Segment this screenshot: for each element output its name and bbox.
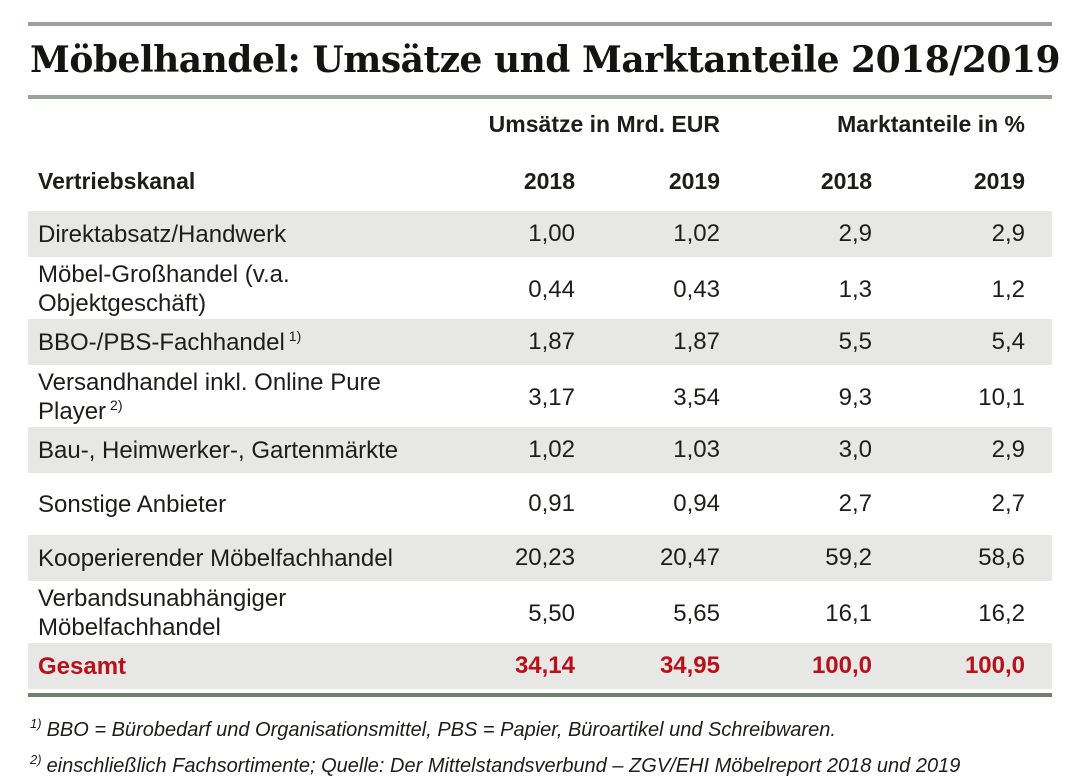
cell-umsatz-2018: 5,50 xyxy=(528,599,575,627)
group-header-umsaetze: Umsätze in Mrd. EUR xyxy=(488,111,720,137)
cell-anteil-2018: 9,3 xyxy=(838,383,872,411)
footnote-1: 1) BBO = Bürobedarf und Organisationsmitt… xyxy=(30,709,1052,745)
table-row-total: Gesamt 34,14 34,95 100,0 100,0 xyxy=(28,639,1052,693)
cell-umsatz-2018: 1,02 xyxy=(528,436,575,463)
table-row: Sonstige Anbieter 0,91 0,94 2,7 2,7 xyxy=(28,477,1052,531)
page-title: Möbelhandel: Umsätze und Marktanteile 20… xyxy=(30,39,1061,81)
row-label: Sonstige Anbieter xyxy=(38,490,227,518)
cell-umsatz-2019: 3,54 xyxy=(673,383,720,411)
cell-anteil-2018: 1,3 xyxy=(838,275,872,303)
cell-anteil-2019: 2,9 xyxy=(991,220,1025,247)
title-bottom-rule xyxy=(28,95,1052,99)
column-header-anteil-2019: 2019 xyxy=(973,167,1025,194)
cell-umsatz-2019: 20,47 xyxy=(659,544,720,571)
cell-umsatz-2018: 0,91 xyxy=(528,490,575,517)
row-label: Möbel-Großhandel (v.a. Objektgeschäft) xyxy=(38,261,290,317)
cell-umsatz-2018: 1,00 xyxy=(528,220,575,247)
footnote-2-text: einschließlich Fachsortimente; Quelle: D… xyxy=(46,755,961,777)
cell-umsatz-2019: 5,65 xyxy=(673,599,720,627)
cell-umsatz-2018: 3,17 xyxy=(528,383,575,411)
cell-anteil-2018: 5,5 xyxy=(838,328,872,355)
footnotes: 1) BBO = Bürobedarf und Organisationsmitt… xyxy=(28,709,1052,781)
row-label: Direktabsatz/Handwerk xyxy=(38,220,287,248)
cell-umsatz-2019: 34,95 xyxy=(659,652,720,679)
table-row: Direktabsatz/Handwerk 1,00 1,02 2,9 2,9 xyxy=(28,207,1052,261)
footnote-2: 2) einschließlich Fachsortimente; Quelle:… xyxy=(30,745,1052,781)
column-header-vertriebskanal: Vertriebskanal xyxy=(38,167,196,194)
cell-anteil-2018: 16,1 xyxy=(825,599,872,627)
footnote-1-text: BBO = Bürobedarf und Organisationsmittel… xyxy=(46,719,836,741)
bottom-rule xyxy=(28,693,1052,697)
table-row: Bau-, Heimwerker-, Gartenmärkte 1,02 1,0… xyxy=(28,423,1052,477)
cell-umsatz-2019: 1,02 xyxy=(673,220,720,247)
column-header-anteil-2018: 2018 xyxy=(820,167,872,194)
footnote-1-marker: 1) xyxy=(30,716,42,731)
cell-anteil-2019: 10,1 xyxy=(978,383,1025,411)
column-header-umsatz-2019: 2019 xyxy=(668,167,720,194)
cell-anteil-2019: 5,4 xyxy=(991,328,1025,355)
row-label: Kooperierender Möbelfachhandel xyxy=(38,544,393,572)
cell-umsatz-2018: 34,14 xyxy=(514,652,575,679)
cell-anteil-2019: 58,6 xyxy=(978,544,1025,571)
column-header-umsatz-2018: 2018 xyxy=(523,167,575,194)
row-label: Versandhandel inkl. Online Pure Player 2) xyxy=(38,369,381,425)
cell-anteil-2019: 16,2 xyxy=(978,599,1025,627)
footnote-2-marker: 2) xyxy=(30,752,42,767)
cell-anteil-2019: 2,9 xyxy=(991,436,1025,463)
cell-umsatz-2019: 1,03 xyxy=(673,436,720,463)
row-label: Verbandsunabhängiger Möbelfachhandel xyxy=(38,585,287,641)
cell-umsatz-2018: 20,23 xyxy=(514,544,575,571)
cell-anteil-2018: 2,7 xyxy=(838,490,872,517)
cell-anteil-2018: 3,0 xyxy=(838,436,872,463)
row-label: BBO-/PBS-Fachhandel 1) xyxy=(38,327,302,356)
table-row: BBO-/PBS-Fachhandel 1) 1,87 1,87 5,5 5,4 xyxy=(28,315,1052,369)
table-row: Kooperierender Möbelfachhandel 20,23 20,… xyxy=(28,531,1052,585)
table-row: Versandhandel inkl. Online Pure Player 2)… xyxy=(28,369,1052,425)
footnote-marker: 1) xyxy=(288,327,302,344)
cell-umsatz-2018: 1,87 xyxy=(528,328,575,355)
cell-anteil-2018: 2,9 xyxy=(838,220,872,247)
cell-anteil-2019: 2,7 xyxy=(991,490,1025,517)
cell-anteil-2018: 100,0 xyxy=(811,652,872,679)
cell-anteil-2019: 1,2 xyxy=(991,275,1025,303)
cell-anteil-2018: 59,2 xyxy=(825,544,872,571)
table-row: Möbel-Großhandel (v.a. Objektgeschäft) 0… xyxy=(28,261,1052,317)
footnote-marker: 2) xyxy=(110,397,123,413)
table-row: Verbandsunabhängiger Möbelfachhandel 5,5… xyxy=(28,585,1052,641)
column-header-row: Vertriebskanal 2018 2019 2018 2019 xyxy=(28,164,1052,198)
cell-umsatz-2019: 1,87 xyxy=(673,328,720,355)
row-label-total: Gesamt xyxy=(38,652,127,680)
cell-anteil-2019: 100,0 xyxy=(964,652,1025,679)
top-rule xyxy=(28,22,1052,26)
group-header-marktanteile: Marktanteile in % xyxy=(837,111,1025,137)
column-group-header: Umsätze in Mrd. EUR Marktanteile in % xyxy=(28,111,1052,138)
cell-umsatz-2018: 0,44 xyxy=(528,275,575,303)
cell-umsatz-2019: 0,43 xyxy=(673,275,720,303)
row-label: Bau-, Heimwerker-, Gartenmärkte xyxy=(38,436,399,464)
table-body: Direktabsatz/Handwerk 1,00 1,02 2,9 2,9 … xyxy=(28,207,1052,693)
cell-umsatz-2019: 0,94 xyxy=(673,490,720,517)
